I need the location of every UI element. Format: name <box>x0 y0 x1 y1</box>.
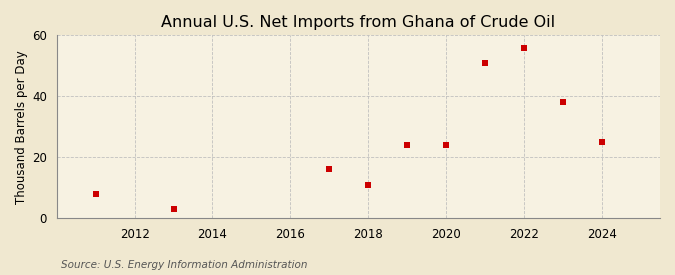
Point <box>441 143 452 147</box>
Point <box>596 140 607 144</box>
Point <box>90 191 101 196</box>
Point <box>558 100 568 104</box>
Title: Annual U.S. Net Imports from Ghana of Crude Oil: Annual U.S. Net Imports from Ghana of Cr… <box>161 15 556 30</box>
Point <box>324 167 335 172</box>
Point <box>168 207 179 211</box>
Point <box>362 182 373 187</box>
Text: Source: U.S. Energy Information Administration: Source: U.S. Energy Information Administ… <box>61 260 307 270</box>
Point <box>402 143 412 147</box>
Point <box>479 60 490 65</box>
Y-axis label: Thousand Barrels per Day: Thousand Barrels per Day <box>15 50 28 204</box>
Point <box>518 45 529 50</box>
